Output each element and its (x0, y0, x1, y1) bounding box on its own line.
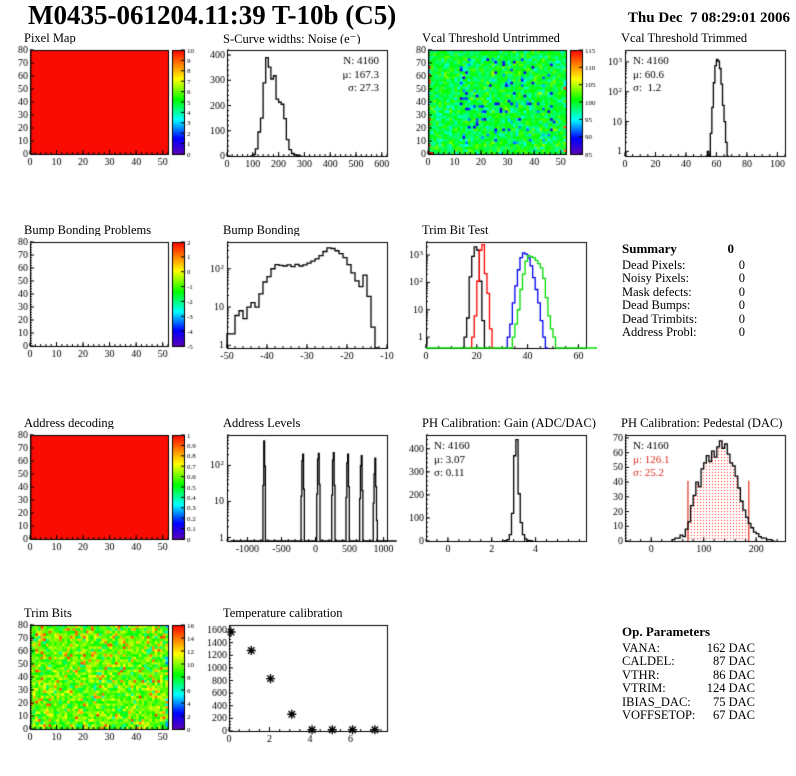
op-parameter-row: IBIAS_DAC: 75 DAC (622, 694, 755, 709)
panel-op-parameters: Op. Parameters VANA: 162 DAC CALDEL: 87 DA… (597, 606, 796, 776)
chart-title-bump-bonding: Bump Bonding (223, 223, 300, 237)
summary-row: Dead Trimbits: 0 (622, 311, 745, 326)
bump-problems-chart (0, 236, 199, 368)
summary-rows: Dead Pixels: 0 Noisy Pixels: 0 Mask defect… (622, 258, 745, 340)
summary-row: Dead Pixels: 0 (622, 258, 745, 272)
summary-row: Dead Bumps: 0 (622, 298, 745, 313)
op-parameter-row: VTHR: 86 DAC (622, 667, 755, 682)
chart-title-temp-calibration: Temperature calibration (223, 606, 343, 620)
panel-address-levels: Address Levels (199, 416, 398, 586)
summary-row: Mask defects: 0 (622, 284, 745, 299)
chart-title-pixel-map: Pixel Map (24, 31, 76, 45)
summary-row: Address Probl: 0 (622, 325, 745, 340)
ph-pedestal-chart (597, 429, 796, 561)
panel-summary: Summary 0 Dead Pixels: 0 Noisy Pixels: 0 M… (597, 223, 796, 393)
vcal-trimmed-chart (597, 44, 796, 176)
panel-scurve-noise: S-Curve widths: Noise (e⁻) (199, 31, 398, 201)
report-date: Thu Dec 7 08:29:01 2006 (627, 10, 790, 26)
trim-bit-test-chart (398, 236, 597, 368)
op-parameter-row: VTRIM: 124 DAC (622, 681, 755, 696)
temp-calibration-chart (199, 619, 398, 751)
panel-ph-gain: PH Calibration: Gain (ADC/DAC) (398, 416, 597, 586)
panel-ph-pedestal: PH Calibration: Pedestal (DAC) (597, 416, 796, 586)
page-title: M0435-061204.11:39 T-10b (C5) (28, 0, 397, 30)
summary-heading: Summary 0 (622, 241, 734, 257)
chart-title-vcal-untrimmed: Vcal Threshold Untrimmed (422, 31, 560, 45)
bump-bonding-chart (199, 236, 398, 368)
chart-title-address-decoding: Address decoding (24, 416, 114, 430)
op-parameters-heading: Op. Parameters (622, 624, 734, 640)
scurve-noise-chart (199, 44, 398, 176)
panel-bump-bonding: Bump Bonding (199, 223, 398, 393)
panel-pixel-map: Pixel Map (0, 31, 199, 201)
chart-title-ph-gain: PH Calibration: Gain (ADC/DAC) (422, 416, 596, 430)
chart-title-trim-bits: Trim Bits (24, 606, 72, 620)
vcal-untrimmed-chart (398, 44, 597, 176)
op-parameter-row: VANA: 162 DAC (622, 641, 755, 655)
op-parameter-row: CALDEL: 87 DAC (622, 654, 755, 669)
panel-temp-calibration: Temperature calibration (199, 606, 398, 776)
panel-address-decoding: Address decoding (0, 416, 199, 586)
panel-trim-bit-test: Trim Bit Test (398, 223, 597, 393)
chart-title-trim-bit-test: Trim Bit Test (422, 223, 489, 237)
pixel-map-chart (0, 44, 199, 176)
panel-vcal-untrimmed: Vcal Threshold Untrimmed (398, 31, 597, 201)
address-levels-chart (199, 429, 398, 561)
chart-title-scurve-noise: S-Curve widths: Noise (e⁻) (223, 32, 361, 46)
panel-trim-bits: Trim Bits (0, 606, 199, 776)
chart-title-vcal-trimmed: Vcal Threshold Trimmed (621, 31, 748, 45)
chart-title-bump-problems: Bump Bonding Problems (24, 223, 152, 237)
summary-heading-total: 0 (727, 241, 735, 256)
panel-vcal-trimmed: Vcal Threshold Trimmed (597, 31, 796, 201)
op-parameters-rows: VANA: 162 DAC CALDEL: 87 DAC VTHR: 86 DAC V… (622, 641, 755, 723)
summary-heading-label: Summary (622, 241, 677, 256)
chart-title-address-levels: Address Levels (223, 416, 301, 430)
address-decoding-chart (0, 429, 199, 561)
summary-row: Noisy Pixels: 0 (622, 271, 745, 286)
op-parameters-heading-label: Op. Parameters (622, 624, 711, 639)
trim-bits-chart (0, 619, 199, 751)
chart-title-ph-pedestal: PH Calibration: Pedestal (DAC) (621, 416, 783, 430)
panel-bump-problems: Bump Bonding Problems (0, 223, 199, 393)
op-parameter-row: VOFFSETOP: 67 DAC (622, 708, 755, 723)
ph-gain-chart (398, 429, 597, 561)
